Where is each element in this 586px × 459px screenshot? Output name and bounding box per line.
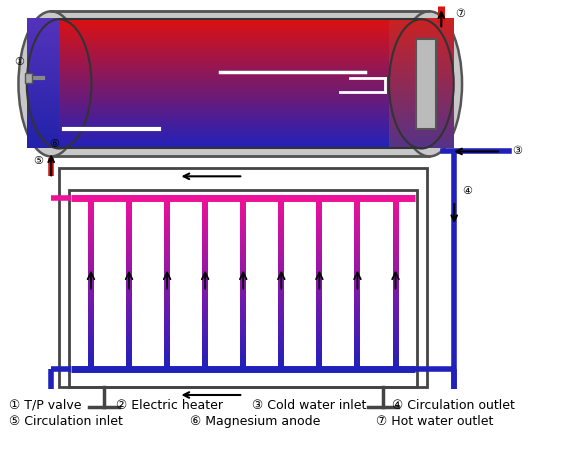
Text: ④: ④ bbox=[462, 186, 472, 196]
Bar bbox=[70, 191, 417, 386]
Text: ③: ③ bbox=[512, 146, 522, 157]
Bar bbox=[417, 39, 437, 129]
Text: ⑤: ⑤ bbox=[33, 157, 43, 167]
Ellipse shape bbox=[397, 11, 462, 157]
Text: ③ Cold water inlet: ③ Cold water inlet bbox=[252, 399, 367, 412]
Text: ⑥: ⑥ bbox=[49, 139, 59, 149]
Text: ⑤ Circulation inlet: ⑤ Circulation inlet bbox=[9, 415, 123, 428]
Text: ④ Circulation outlet: ④ Circulation outlet bbox=[391, 399, 515, 412]
Text: ⑥ Magnesium anode: ⑥ Magnesium anode bbox=[190, 415, 321, 428]
Bar bbox=[25, 73, 32, 83]
Text: ⑦ Hot water outlet: ⑦ Hot water outlet bbox=[376, 415, 493, 428]
Bar bbox=[59, 168, 427, 387]
Text: ① T/P valve: ① T/P valve bbox=[9, 399, 82, 412]
Text: ⑦: ⑦ bbox=[455, 9, 465, 19]
Text: ①: ① bbox=[14, 57, 24, 67]
Bar bbox=[51, 11, 430, 157]
Bar bbox=[69, 190, 417, 387]
Text: ② Electric heater: ② Electric heater bbox=[116, 399, 223, 412]
Ellipse shape bbox=[18, 11, 84, 157]
